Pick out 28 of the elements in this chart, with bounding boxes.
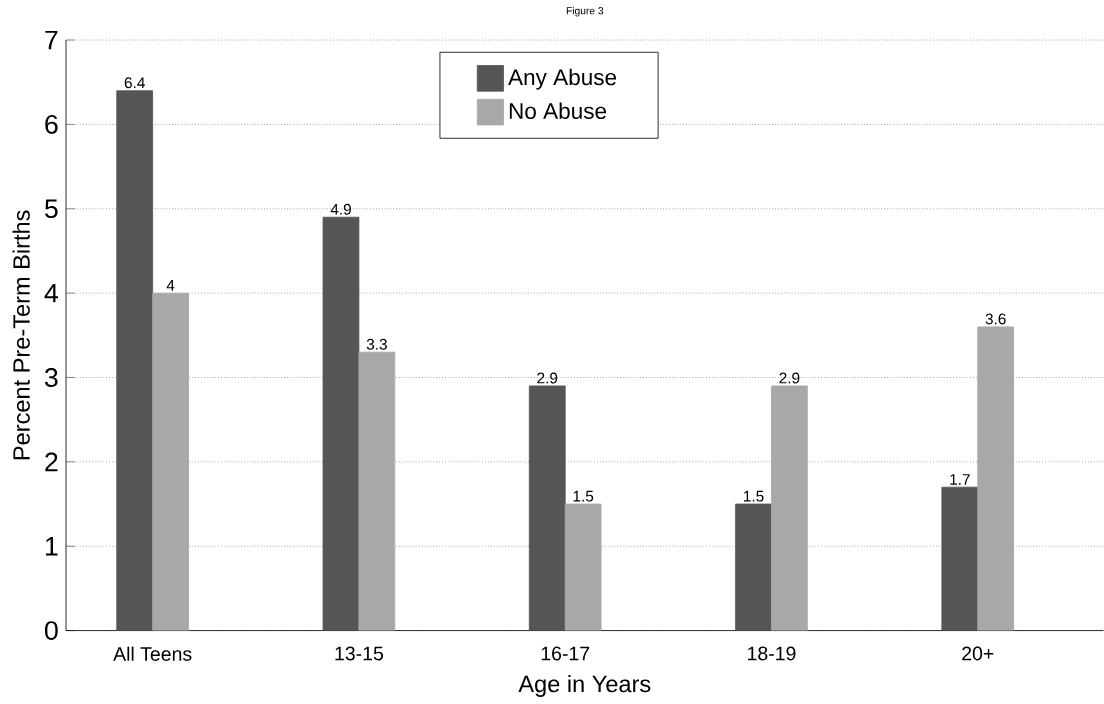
data-label: 4 [166, 280, 175, 291]
x-tick-label: 16-17 [541, 646, 590, 661]
x-tick-label: 18-19 [748, 646, 796, 661]
y-tick-label: 7 [45, 30, 58, 50]
data-label: 1.7 [950, 474, 970, 485]
y-axis-title: Percent Pre-Term Births [12, 210, 30, 460]
data-label: 6.4 [124, 77, 145, 89]
data-label: 1.5 [573, 490, 594, 502]
data-label: 4.9 [330, 203, 351, 215]
y-tick-label: 3 [44, 368, 58, 388]
y-tick-label: 0 [44, 621, 58, 641]
x-tick-label: 20+ [962, 646, 994, 661]
data-label: 2.9 [537, 372, 558, 384]
x-tick-label: All Teens [113, 646, 192, 661]
x-tick-label: 13-15 [335, 646, 384, 661]
y-tick-label: 6 [45, 115, 58, 134]
legend-label: Any Abuse [508, 68, 617, 90]
data-label: 3.6 [985, 313, 1006, 325]
y-tick-label: 5 [45, 199, 58, 219]
y-tick-label: 1 [45, 537, 58, 556]
data-label: 2.9 [779, 372, 800, 384]
y-tick-label: 4 [44, 284, 58, 303]
x-axis-title: Age in Years [518, 675, 651, 698]
y-tick-label: 2 [45, 452, 58, 472]
data-label: 1.5 [744, 490, 764, 502]
legend-label: No Abuse [509, 102, 607, 120]
chart-title: Figure 3 [566, 6, 604, 17]
data-label: 3.3 [366, 338, 387, 350]
